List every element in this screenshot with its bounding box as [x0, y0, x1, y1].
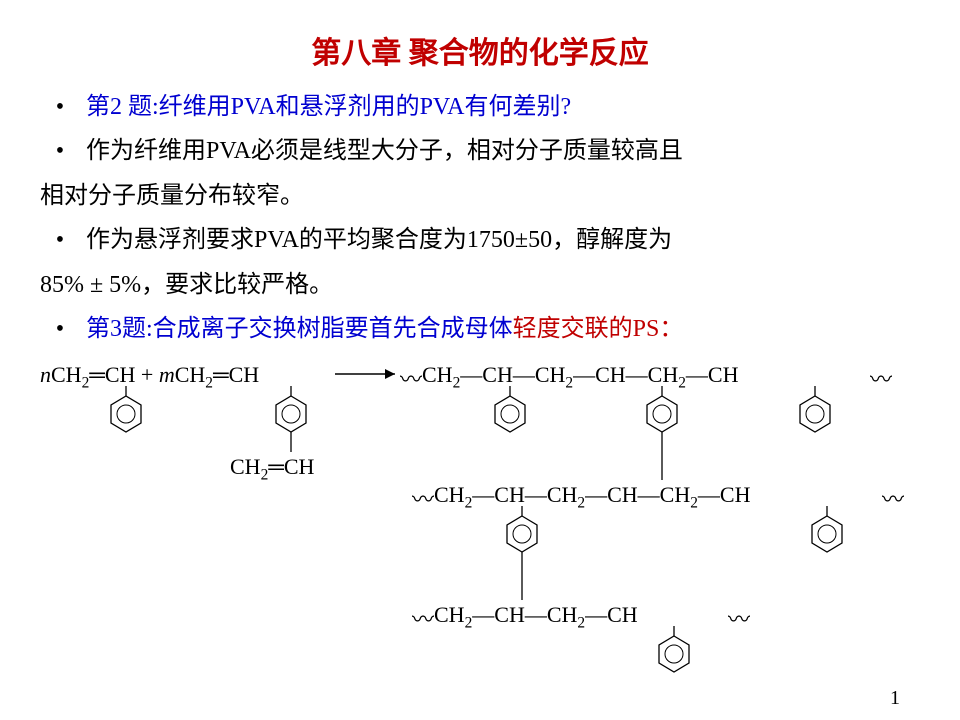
bullet-2-cont: 相对分子质量分布较窄。: [40, 177, 920, 215]
bullet-1-text: 第2 题:纤维用PVA和悬浮剂用的PVA有何差别?: [86, 94, 571, 120]
bullet-3-cont: 85% ± 5%，要求比较严格。: [40, 266, 920, 304]
bullet-2: 作为纤维用PVA必须是线型大分子，相对分子质量较高且: [40, 132, 920, 170]
bullet-4: 第3题:合成离子交换树脂要首先合成母体轻度交联的PS：: [40, 310, 920, 348]
bullet-4-blue: 第3题:合成离子交换树脂要首先合成母体: [86, 316, 513, 342]
page-title: 第八章 聚合物的化学反应: [40, 28, 920, 72]
bullet-1: 第2 题:纤维用PVA和悬浮剂用的PVA有何差别?: [40, 88, 920, 126]
bullet-2-text: 作为纤维用PVA必须是线型大分子，相对分子质量较高且: [86, 138, 683, 164]
chem-svg: [40, 354, 920, 684]
page-number: 1: [890, 687, 900, 710]
chemical-scheme: nCH2═CH + mCH2═CH CH2═CH 〰 CH2―CH―CH2―CH…: [40, 354, 920, 684]
title-text: 第八章 聚合物的化学反应: [311, 37, 649, 70]
bullet-3: 作为悬浮剂要求PVA的平均聚合度为1750±50，醇解度为: [40, 221, 920, 259]
bullet-3-text: 作为悬浮剂要求PVA的平均聚合度为1750±50，醇解度为: [86, 227, 672, 253]
bullet-4-red: 轻度交联的PS：: [513, 316, 684, 342]
